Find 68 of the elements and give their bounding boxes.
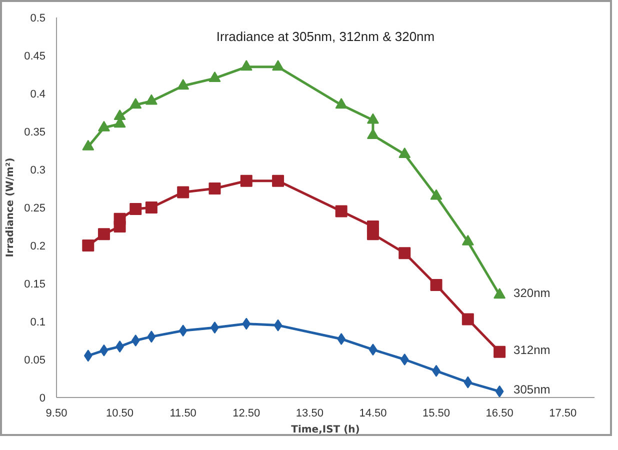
- point: [84, 350, 92, 362]
- point: [400, 354, 409, 366]
- x-tick-label: 15.50: [422, 408, 450, 420]
- point: [177, 186, 190, 198]
- point: [462, 313, 474, 326]
- point: [495, 385, 504, 398]
- point: [335, 98, 348, 109]
- point: [114, 109, 126, 120]
- y-tick-label: 0.1: [30, 316, 46, 328]
- x-tick-label: 10.50: [106, 408, 134, 420]
- x-tick-label: 17.50: [549, 408, 577, 420]
- y-tick-label: 0.3: [30, 164, 46, 176]
- point: [464, 376, 472, 388]
- y-tick-label: 0.05: [24, 354, 46, 366]
- point: [178, 324, 188, 337]
- point: [366, 128, 379, 139]
- y-tick-label: 0.25: [24, 202, 46, 214]
- x-tick-label: 13.50: [296, 408, 324, 420]
- point: [430, 189, 442, 200]
- point: [494, 288, 506, 299]
- point: [398, 147, 411, 158]
- point: [368, 344, 378, 356]
- point: [98, 120, 110, 132]
- point: [366, 113, 379, 124]
- point: [398, 247, 411, 260]
- point: [145, 94, 158, 105]
- x-tick-label: 12.50: [232, 408, 260, 420]
- point: [430, 279, 442, 292]
- point: [366, 228, 379, 240]
- y-axis-title: Irradiance (W/m²): [5, 158, 16, 258]
- point: [131, 334, 140, 346]
- point: [242, 318, 251, 330]
- y-tick-label: 0.35: [24, 126, 46, 138]
- point: [272, 60, 284, 71]
- y-tick-label: 0.5: [30, 12, 46, 24]
- x-tick-label: 14.50: [359, 408, 387, 420]
- series-label: 320nm: [514, 286, 550, 300]
- point: [130, 98, 142, 109]
- x-tick-label: 16.50: [486, 408, 514, 420]
- x-axis-title: Time,IST (h): [291, 424, 360, 436]
- series-label: 312nm: [514, 342, 550, 357]
- y-tick-label: 0.2: [30, 240, 46, 252]
- point: [98, 228, 110, 240]
- point: [274, 319, 282, 332]
- point: [145, 202, 158, 214]
- point: [240, 60, 252, 71]
- series-label: 305nm: [514, 382, 550, 396]
- x-tick-label: 11.50: [170, 408, 196, 420]
- point: [177, 79, 190, 90]
- x-tick-label: 9.50: [46, 408, 68, 420]
- y-tick-label: 0.45: [24, 50, 46, 62]
- point: [208, 182, 221, 194]
- point: [82, 240, 94, 252]
- point: [130, 203, 142, 216]
- text: Irradiance at 305nm, 312nm & 320nm: [216, 29, 435, 44]
- point: [208, 71, 221, 82]
- point: [240, 174, 252, 187]
- point: [462, 234, 474, 246]
- y-tick-label: 0.4: [30, 88, 46, 100]
- point: [82, 140, 94, 150]
- point: [335, 205, 348, 218]
- point: [272, 174, 284, 187]
- point: [114, 212, 126, 225]
- y-tick-label: 0.15: [24, 278, 46, 290]
- point: [147, 330, 156, 343]
- point: [494, 346, 506, 358]
- y-tick-label: 0: [39, 392, 46, 404]
- point: [100, 344, 108, 356]
